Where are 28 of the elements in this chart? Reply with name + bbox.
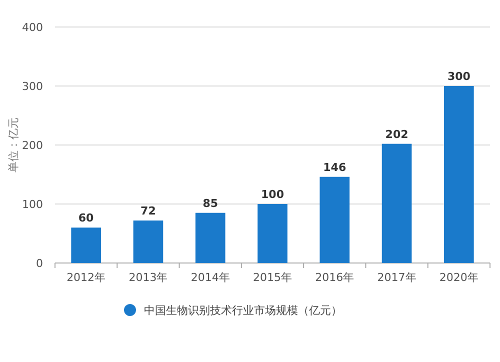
legend-label: 中国生物识别技术行业市场规模（亿元）	[144, 304, 342, 317]
y-tick-label: 300	[22, 80, 43, 93]
y-tick-label: 200	[22, 139, 43, 152]
data-label: 60	[78, 212, 94, 225]
x-tick-label: 2013年	[128, 271, 168, 284]
x-tick-label: 2017年	[377, 271, 416, 284]
data-label: 85	[202, 196, 218, 210]
bar	[320, 176, 350, 263]
x-tick-label: 2014年	[190, 271, 230, 284]
data-label: 300	[447, 70, 471, 83]
data-label: 202	[385, 128, 408, 141]
bar	[71, 228, 101, 263]
bar	[444, 86, 474, 263]
y-tick-label: 100	[22, 198, 43, 211]
x-tick-label: 2012年	[66, 271, 106, 284]
y-tick-label: 400	[22, 21, 43, 34]
y-tick-label: 0	[36, 257, 43, 270]
bar	[133, 220, 164, 263]
data-label: 100	[261, 188, 284, 201]
y-axis-title: 单位：亿元	[7, 118, 20, 172]
x-tick-label: 2015年	[253, 271, 292, 284]
data-label: 72	[140, 204, 156, 218]
x-tick-label: 2016年	[315, 271, 354, 284]
data-label: 146	[323, 160, 346, 174]
bar	[258, 204, 288, 263]
x-tick-label: 2020年	[439, 271, 478, 284]
bar	[382, 144, 412, 263]
bar	[195, 212, 226, 263]
